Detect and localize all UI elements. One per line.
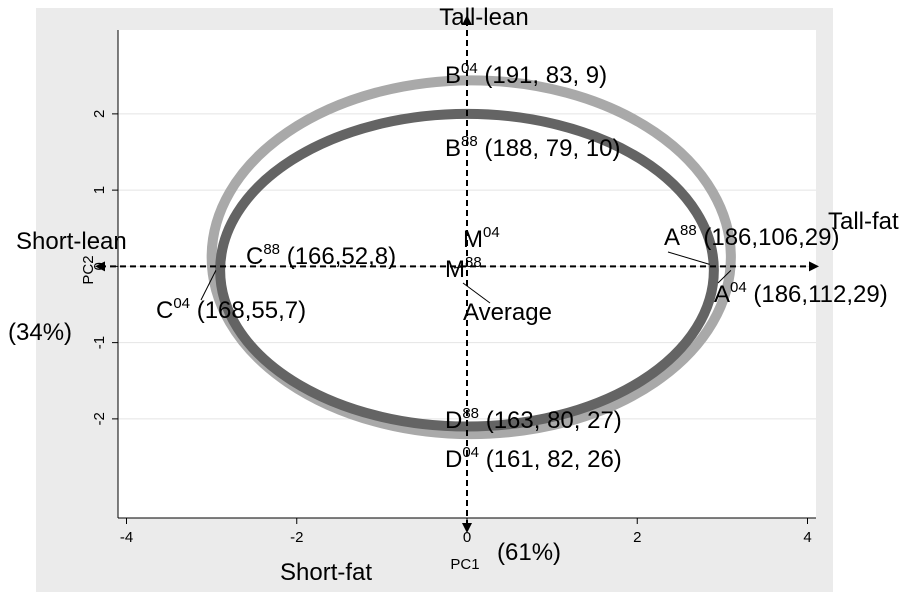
point-label-M04: M04 xyxy=(463,224,500,253)
point-label-letter: D xyxy=(445,446,462,473)
point-label-C88: C88 (166,52,8) xyxy=(246,241,396,270)
point-label-letter: A xyxy=(714,281,730,308)
point-label-letter: A xyxy=(664,224,680,251)
point-label-letter: B xyxy=(445,62,461,89)
point-label-letter: D xyxy=(445,407,462,434)
x-axis-title: PC1 xyxy=(450,556,479,573)
point-label-B88: B88 (188, 79, 10) xyxy=(445,133,620,162)
point-label-A88: A88 (186,106,29) xyxy=(664,222,839,251)
x-tick-label: 4 xyxy=(803,529,811,546)
x-tick-label: -4 xyxy=(120,529,133,546)
leader-line xyxy=(462,282,491,304)
tick-labels: -4 -2 0 2 4 -2 -1 0 1 2 xyxy=(91,110,812,546)
point-label-sup: 88 xyxy=(462,405,479,422)
point-label-values: (166,52,8) xyxy=(280,243,396,270)
leader-line xyxy=(453,265,468,269)
leader-line xyxy=(200,270,217,301)
point-label-values: (186,106,29) xyxy=(697,224,840,251)
leader-line xyxy=(717,270,732,284)
x-tick-label: 0 xyxy=(463,529,471,546)
y-tick-label: 0 xyxy=(91,262,108,270)
point-label-sup: 88 xyxy=(680,222,697,239)
point-label-values: (161, 82, 26) xyxy=(479,446,622,473)
point-label-sup: 88 xyxy=(465,254,482,271)
point-label-M88: M88 xyxy=(445,254,482,283)
y-tick-label: 1 xyxy=(91,186,108,194)
direction-label-top: Tall-lean xyxy=(439,4,528,31)
point-label-letter: B xyxy=(445,135,461,162)
direction-arrows xyxy=(95,15,819,533)
pc1-variance-label: (61%) xyxy=(497,539,561,566)
point-label-D88: D88 (163, 80, 27) xyxy=(445,405,622,434)
point-label-values: (191, 83, 9) xyxy=(478,62,607,89)
point-label-sup: 04 xyxy=(462,444,479,461)
point-label-B04: B04 (191, 83, 9) xyxy=(445,60,607,89)
point-label-sup: 04 xyxy=(730,279,747,296)
direction-label-left: Short-lean xyxy=(16,228,127,255)
point-label-letter: M xyxy=(445,256,465,283)
point-label-values: (168,55,7) xyxy=(190,297,306,324)
y-tick-label: -2 xyxy=(91,412,108,425)
point-label-D04: D04 (161, 82, 26) xyxy=(445,444,622,473)
leader-line xyxy=(667,251,710,265)
point-label-values: (188, 79, 10) xyxy=(478,135,621,162)
y-axis-title: PC2 xyxy=(80,255,97,284)
direction-label-bottom: Short-fat xyxy=(280,559,372,586)
point-labels: B04 (191, 83, 9)B88 (188, 79, 10)A88 (18… xyxy=(156,60,888,473)
point-label-letter: C xyxy=(246,243,263,270)
point-label-sup: 04 xyxy=(461,60,478,77)
point-label-sup: 88 xyxy=(461,133,478,150)
point-label-sup: 88 xyxy=(263,241,280,258)
y-tick-label: 2 xyxy=(91,110,108,118)
point-label-values: (186,112,29) xyxy=(747,281,888,308)
point-label-C04: C04 (168,55,7) xyxy=(156,295,306,324)
point-label-sup: 04 xyxy=(483,224,500,241)
pc2-variance-label: (34%) xyxy=(8,319,72,346)
point-label-letter: M xyxy=(463,226,483,253)
point-label-A04: A04 (186,112,29) xyxy=(714,279,888,308)
y-tick-label: -1 xyxy=(91,336,108,349)
extra-labels: PC1 PC2 (61%) (34%) Tall-lean Short-fat … xyxy=(8,4,899,586)
point-label-values: (163, 80, 27) xyxy=(479,407,622,434)
x-tick-label: -2 xyxy=(290,529,303,546)
x-tick-label: 2 xyxy=(633,529,641,546)
direction-label-center: Average xyxy=(463,299,552,326)
point-label-sup: 04 xyxy=(173,295,190,312)
direction-label-right: Tall-fat xyxy=(828,208,899,235)
point-label-letter: C xyxy=(156,297,173,324)
